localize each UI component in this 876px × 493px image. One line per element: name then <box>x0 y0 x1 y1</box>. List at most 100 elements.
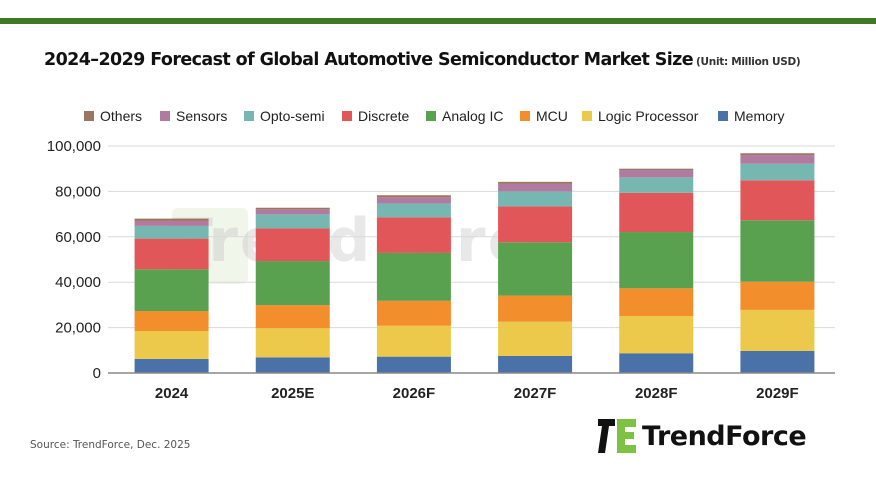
x-tick-label: 2025E <box>271 385 314 402</box>
legend-item-mcu: MCU <box>520 108 568 124</box>
y-tick-label: 80,000 <box>55 183 101 200</box>
bar-segment-sensors <box>376 197 451 204</box>
bar-segment-analog-ic <box>740 220 815 282</box>
bar-stack-2028F <box>619 168 694 373</box>
bar-segment-mcu <box>740 281 815 310</box>
bar-segment-memory <box>255 357 330 373</box>
bar-segment-mcu <box>255 305 330 329</box>
bar-segment-analog-ic <box>498 242 573 296</box>
bar-segment-discrete <box>255 228 330 262</box>
bar-segment-others <box>134 218 209 221</box>
y-tick-label: 20,000 <box>55 320 101 337</box>
legend-swatch <box>84 111 94 121</box>
bar-segment-memory <box>376 356 451 373</box>
bar-segment-mcu <box>498 295 573 322</box>
bar-segment-logic-processor <box>134 331 209 359</box>
bar-stack-2024 <box>134 218 209 373</box>
bar-segment-analog-ic <box>619 232 694 289</box>
bar-segment-mcu <box>376 300 451 326</box>
bar-segment-logic-processor <box>740 309 815 351</box>
source-note: Source: TrendForce, Dec. 2025 <box>30 439 191 451</box>
bar-segment-others <box>498 181 573 184</box>
bar-segment-discrete <box>134 238 209 270</box>
legend-label: MCU <box>536 108 568 124</box>
bar-segment-sensors <box>255 209 330 215</box>
bar-segment-mcu <box>619 288 694 317</box>
bar-segment-memory <box>134 358 209 373</box>
x-tick-label: 2027F <box>514 385 557 402</box>
logo-text: TrendForce <box>642 420 807 452</box>
y-tick-label: 40,000 <box>55 274 101 291</box>
y-tick-label: 60,000 <box>55 229 101 246</box>
bar-segment-analog-ic <box>376 252 451 301</box>
legend-item-analog-ic: Analog IC <box>426 108 503 124</box>
x-axis-ticks: 2024 2025E 2026F 2027F 2028F 2029F <box>155 385 799 402</box>
bar-segment-discrete <box>376 217 451 253</box>
legend-item-others: Others <box>84 108 142 124</box>
legend-swatch <box>160 111 170 121</box>
bar-segment-logic-processor <box>376 325 451 357</box>
bar-segment-sensors <box>134 220 209 226</box>
header-accent-bar <box>0 18 876 24</box>
bar-stack-2025E <box>255 207 330 373</box>
trendforce-logo: TrendForce <box>598 419 807 453</box>
legend-label: Others <box>100 108 142 124</box>
legend-label: Analog IC <box>442 108 503 124</box>
bar-segment-memory <box>740 350 815 373</box>
bar-segment-others <box>255 207 330 210</box>
chart-title-text: 2024–2029 Forecast of Global Automotive … <box>44 50 694 70</box>
bar-stack-2026F <box>376 195 451 373</box>
bar-segment-discrete <box>498 206 573 243</box>
legend-item-memory: Memory <box>718 108 785 124</box>
bar-segment-opto-semi <box>255 214 330 229</box>
x-tick-label: 2026F <box>393 385 436 402</box>
bar-segment-discrete <box>740 180 815 221</box>
gridlines <box>108 145 835 329</box>
bar-segment-opto-semi <box>498 191 573 207</box>
legend-label: Discrete <box>358 108 410 124</box>
legend-item-opto-semi: Opto-semi <box>244 108 325 124</box>
bar-segment-opto-semi <box>740 163 815 181</box>
bar-segment-opto-semi <box>134 225 209 239</box>
bars <box>134 153 815 373</box>
bar-segment-memory <box>498 355 573 373</box>
bar-stack-2027F <box>498 181 573 373</box>
legend-swatch <box>582 111 592 121</box>
bar-segment-sensors <box>619 170 694 178</box>
legend-label: Sensors <box>176 108 227 124</box>
legend-item-logic-processor: Logic Processor <box>582 108 699 124</box>
bar-segment-sensors <box>740 155 815 164</box>
legend-swatch <box>718 111 728 121</box>
bar-segment-discrete <box>619 192 694 233</box>
bar-segment-logic-processor <box>619 316 694 354</box>
x-tick-label: 2028F <box>635 385 678 402</box>
bar-segment-analog-ic <box>255 261 330 306</box>
legend-label: Opto-semi <box>260 108 325 124</box>
legend-label: Memory <box>734 108 785 124</box>
legend-label: Logic Processor <box>598 108 699 124</box>
bar-segment-others <box>619 168 694 171</box>
bar-segment-sensors <box>498 183 573 192</box>
legend-item-discrete: Discrete <box>342 108 410 124</box>
bar-segment-opto-semi <box>619 177 694 193</box>
x-tick-label: 2029F <box>756 385 799 402</box>
y-tick-label: 100,000 <box>47 138 101 155</box>
chart-title: 2024–2029 Forecast of Global Automotive … <box>44 50 801 70</box>
bar-segment-opto-semi <box>376 203 451 218</box>
legend: Others Sensors Opto-semi Discrete Analog IC M… <box>84 108 785 124</box>
bar-segment-others <box>740 153 815 156</box>
legend-swatch <box>426 111 436 121</box>
bar-stack-2029F <box>740 153 815 373</box>
bar-segment-others <box>376 195 451 198</box>
x-tick-label: 2024 <box>155 385 189 402</box>
legend-swatch <box>520 111 530 121</box>
y-axis-ticks: 0 20,000 40,000 60,000 80,000 100,000 <box>47 138 101 382</box>
bar-segment-analog-ic <box>134 269 209 312</box>
bar-segment-logic-processor <box>498 321 573 356</box>
chart-unit: (Unit: Million USD) <box>696 56 801 68</box>
trendforce-logo-icon <box>598 419 636 453</box>
legend-swatch <box>342 111 352 121</box>
bar-segment-memory <box>619 353 694 373</box>
legend-item-sensors: Sensors <box>160 108 227 124</box>
